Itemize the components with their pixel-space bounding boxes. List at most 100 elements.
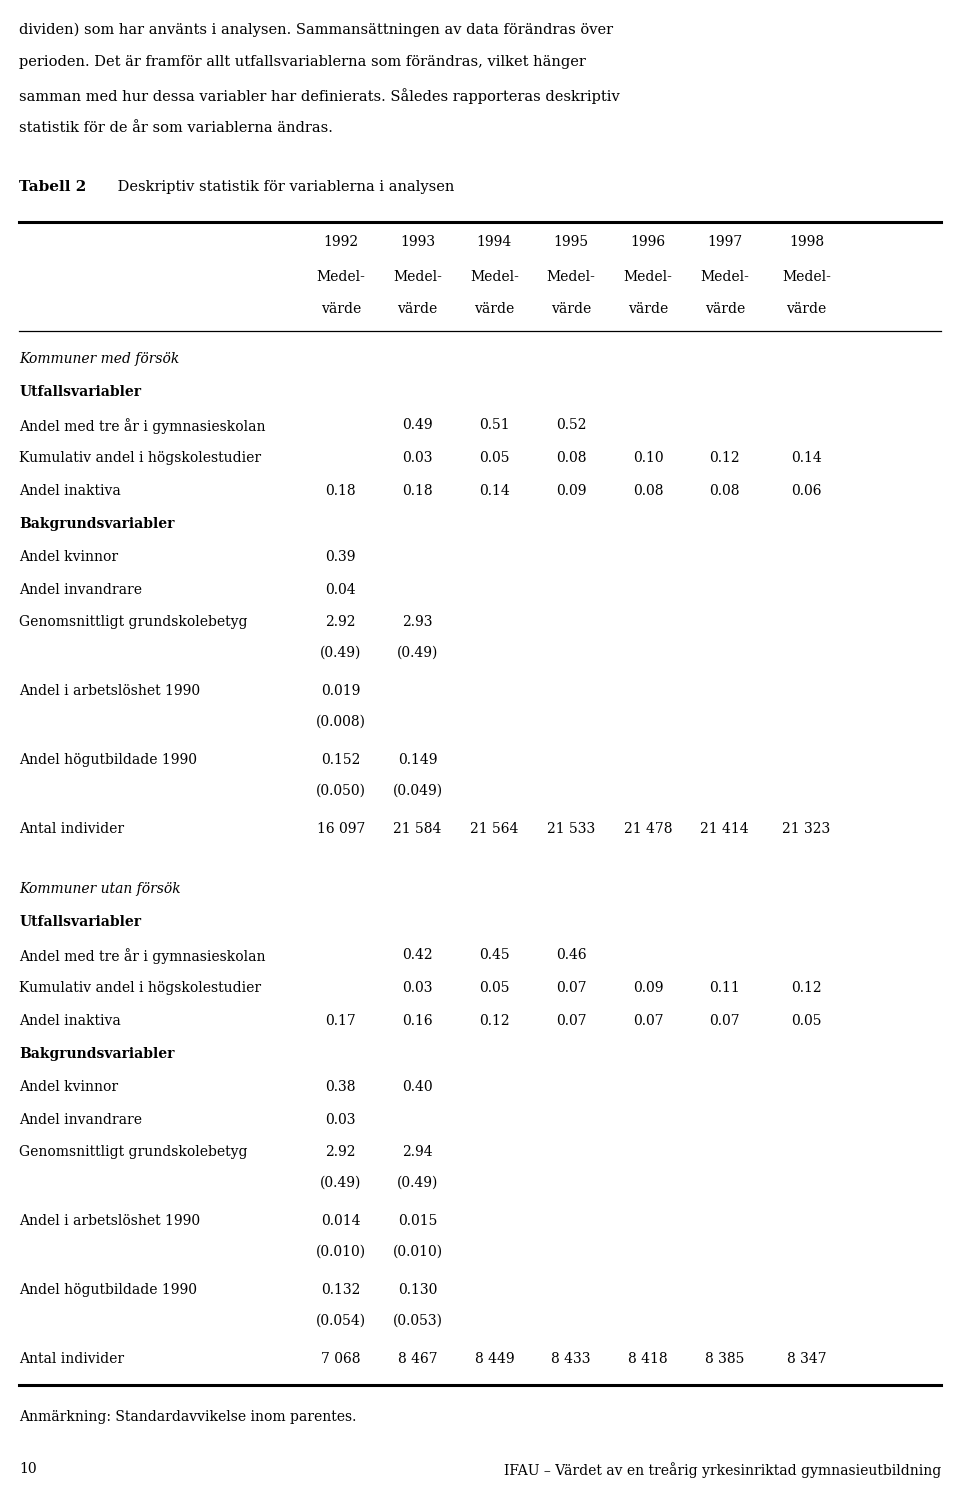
Text: Medel-: Medel- xyxy=(394,270,442,284)
Text: värde: värde xyxy=(551,302,591,316)
Text: Medel-: Medel- xyxy=(470,270,518,284)
Text: Genomsnittligt grundskolebetyg: Genomsnittligt grundskolebetyg xyxy=(19,615,248,630)
Text: 0.12: 0.12 xyxy=(709,451,740,465)
Text: 0.17: 0.17 xyxy=(325,1014,356,1027)
Text: Medel-: Medel- xyxy=(782,270,830,284)
Text: (0.49): (0.49) xyxy=(320,646,362,660)
Text: Andel med tre år i gymnasieskolan: Andel med tre år i gymnasieskolan xyxy=(19,948,266,963)
Text: 0.11: 0.11 xyxy=(709,981,740,995)
Text: 0.09: 0.09 xyxy=(633,981,663,995)
Text: 0.45: 0.45 xyxy=(479,948,510,962)
Text: 0.08: 0.08 xyxy=(709,484,740,497)
Text: 2.92: 2.92 xyxy=(325,1145,356,1160)
Text: Andel i arbetslöshet 1990: Andel i arbetslöshet 1990 xyxy=(19,1215,201,1228)
Text: Bakgrundsvariabler: Bakgrundsvariabler xyxy=(19,1047,175,1060)
Text: (0.49): (0.49) xyxy=(320,1176,362,1190)
Text: värde: värde xyxy=(705,302,745,316)
Text: Kumulativ andel i högskolestudier: Kumulativ andel i högskolestudier xyxy=(19,981,261,995)
Text: Andel kvinnor: Andel kvinnor xyxy=(19,549,118,564)
Text: 0.09: 0.09 xyxy=(556,484,587,497)
Text: 1992: 1992 xyxy=(324,235,358,249)
Text: 21 564: 21 564 xyxy=(470,822,518,837)
Text: (0.49): (0.49) xyxy=(396,1176,439,1190)
Text: 0.07: 0.07 xyxy=(556,1014,587,1027)
Text: 0.03: 0.03 xyxy=(402,981,433,995)
Text: Andel högutbildade 1990: Andel högutbildade 1990 xyxy=(19,753,197,767)
Text: Andel inaktiva: Andel inaktiva xyxy=(19,484,121,497)
Text: (0.053): (0.053) xyxy=(393,1313,443,1328)
Text: 2.92: 2.92 xyxy=(325,615,356,630)
Text: (0.054): (0.054) xyxy=(316,1313,366,1328)
Text: 0.38: 0.38 xyxy=(325,1080,356,1093)
Text: Genomsnittligt grundskolebetyg: Genomsnittligt grundskolebetyg xyxy=(19,1145,248,1160)
Text: värde: värde xyxy=(786,302,827,316)
Text: Andel invandrare: Andel invandrare xyxy=(19,582,142,597)
Text: IFAU – Värdet av en treårig yrkesinriktad gymnasieutbildning: IFAU – Värdet av en treårig yrkesinrikta… xyxy=(504,1462,941,1479)
Text: 0.16: 0.16 xyxy=(402,1014,433,1027)
Text: 0.132: 0.132 xyxy=(321,1284,361,1297)
Text: Andel högutbildade 1990: Andel högutbildade 1990 xyxy=(19,1284,197,1297)
Text: 1997: 1997 xyxy=(708,235,742,249)
Text: 21 414: 21 414 xyxy=(701,822,749,837)
Text: 0.05: 0.05 xyxy=(479,451,510,465)
Text: Medel-: Medel- xyxy=(547,270,595,284)
Text: 0.07: 0.07 xyxy=(709,1014,740,1027)
Text: Kommuner utan försök: Kommuner utan försök xyxy=(19,881,180,896)
Text: 0.019: 0.019 xyxy=(321,685,361,698)
Text: 0.10: 0.10 xyxy=(633,451,663,465)
Text: värde: värde xyxy=(321,302,361,316)
Text: Andel inaktiva: Andel inaktiva xyxy=(19,1014,121,1027)
Text: (0.008): (0.008) xyxy=(316,715,366,728)
Text: 21 323: 21 323 xyxy=(782,822,830,837)
Text: 0.152: 0.152 xyxy=(321,753,361,767)
Text: 0.03: 0.03 xyxy=(402,451,433,465)
Text: samman med hur dessa variabler har definierats. Således rapporteras deskriptiv: samman med hur dessa variabler har defin… xyxy=(19,88,620,104)
Text: 16 097: 16 097 xyxy=(317,822,365,837)
Text: (0.010): (0.010) xyxy=(393,1245,443,1258)
Text: 7 068: 7 068 xyxy=(321,1352,361,1367)
Text: 0.42: 0.42 xyxy=(402,948,433,962)
Text: 8 467: 8 467 xyxy=(397,1352,438,1367)
Text: 0.52: 0.52 xyxy=(556,418,587,432)
Text: (0.050): (0.050) xyxy=(316,783,366,798)
Text: 0.18: 0.18 xyxy=(325,484,356,497)
Text: 0.149: 0.149 xyxy=(397,753,438,767)
Text: 0.06: 0.06 xyxy=(791,484,822,497)
Text: 0.014: 0.014 xyxy=(321,1215,361,1228)
Text: 0.04: 0.04 xyxy=(325,582,356,597)
Text: Antal individer: Antal individer xyxy=(19,1352,125,1367)
Text: 0.46: 0.46 xyxy=(556,948,587,962)
Text: 1996: 1996 xyxy=(631,235,665,249)
Text: Kommuner med försök: Kommuner med försök xyxy=(19,353,180,366)
Text: dividen) som har använts i analysen. Sammansättningen av data förändras över: dividen) som har använts i analysen. Sam… xyxy=(19,22,613,37)
Text: Utfallsvariabler: Utfallsvariabler xyxy=(19,386,141,399)
Text: 0.51: 0.51 xyxy=(479,418,510,432)
Text: 0.12: 0.12 xyxy=(479,1014,510,1027)
Text: 0.14: 0.14 xyxy=(791,451,822,465)
Text: 0.49: 0.49 xyxy=(402,418,433,432)
Text: Medel-: Medel- xyxy=(701,270,749,284)
Text: 1993: 1993 xyxy=(400,235,435,249)
Text: perioden. Det är framför allt utfallsvariablerna som förändras, vilket hänger: perioden. Det är framför allt utfallsvar… xyxy=(19,55,586,68)
Text: (0.049): (0.049) xyxy=(393,783,443,798)
Text: Kumulativ andel i högskolestudier: Kumulativ andel i högskolestudier xyxy=(19,451,261,465)
Text: 2.94: 2.94 xyxy=(402,1145,433,1160)
Text: 8 449: 8 449 xyxy=(474,1352,515,1367)
Text: värde: värde xyxy=(628,302,668,316)
Text: Utfallsvariabler: Utfallsvariabler xyxy=(19,916,141,929)
Text: Tabell 2: Tabell 2 xyxy=(19,180,86,194)
Text: 1995: 1995 xyxy=(554,235,588,249)
Text: 0.07: 0.07 xyxy=(556,981,587,995)
Text: 0.14: 0.14 xyxy=(479,484,510,497)
Text: 2.93: 2.93 xyxy=(402,615,433,630)
Text: 21 478: 21 478 xyxy=(624,822,672,837)
Text: 0.05: 0.05 xyxy=(479,981,510,995)
Text: statistik för de år som variablerna ändras.: statistik för de år som variablerna ändr… xyxy=(19,121,333,134)
Text: Medel-: Medel- xyxy=(317,270,365,284)
Text: Andel kvinnor: Andel kvinnor xyxy=(19,1080,118,1093)
Text: 0.05: 0.05 xyxy=(791,1014,822,1027)
Text: 8 433: 8 433 xyxy=(551,1352,591,1367)
Text: Deskriptiv statistik för variablerna i analysen: Deskriptiv statistik för variablerna i a… xyxy=(113,180,455,194)
Text: 0.39: 0.39 xyxy=(325,549,356,564)
Text: (0.010): (0.010) xyxy=(316,1245,366,1258)
